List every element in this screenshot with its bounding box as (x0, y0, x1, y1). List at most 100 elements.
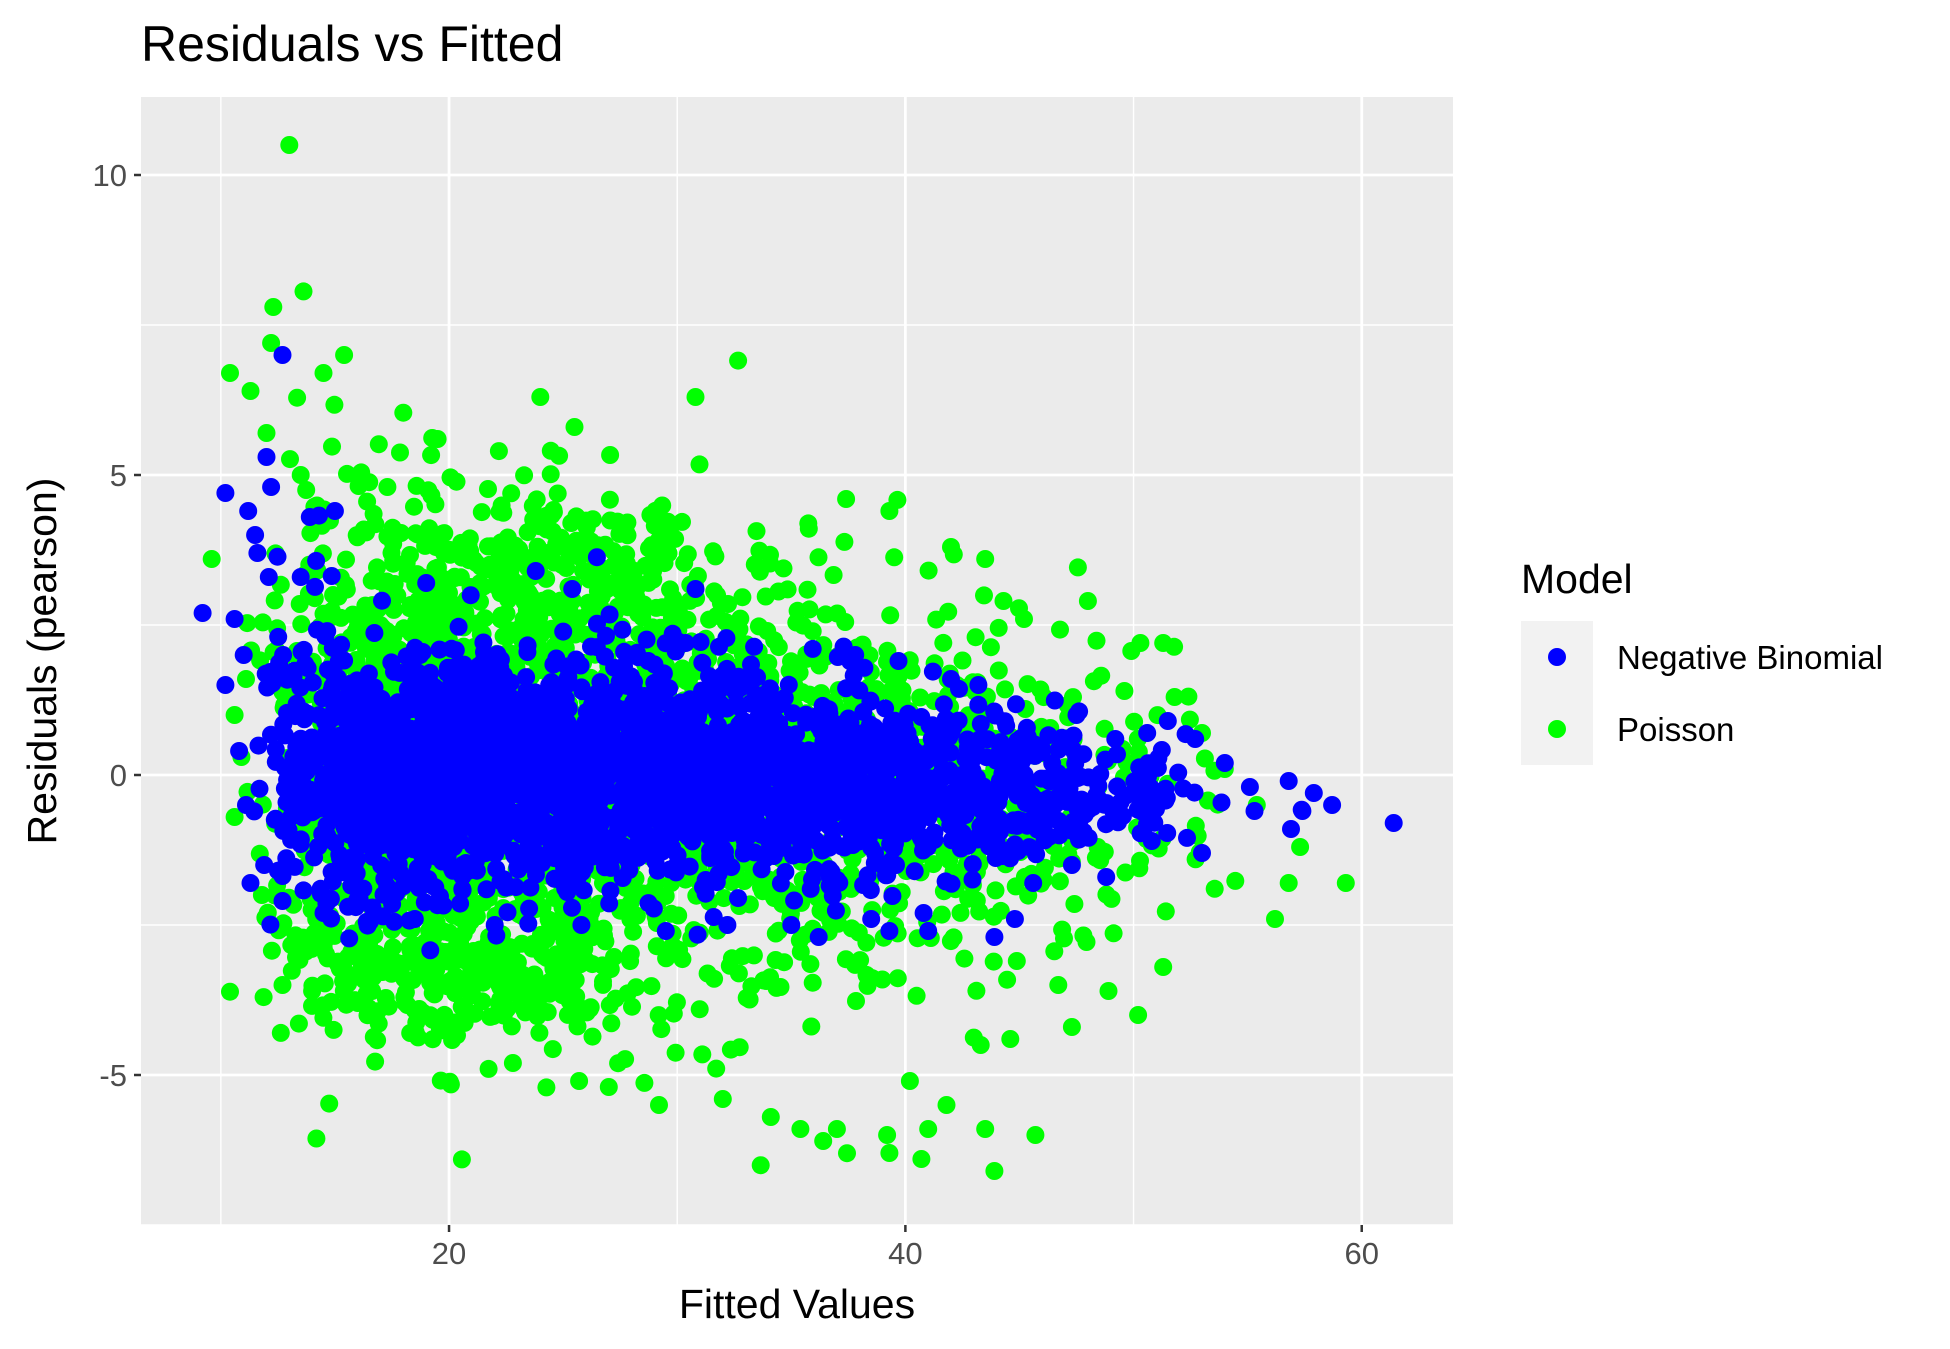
poisson-point (635, 1073, 654, 1092)
poisson-point (989, 618, 1008, 637)
poisson-point (1195, 749, 1214, 768)
poisson-point (428, 430, 447, 448)
poisson-point (479, 1059, 498, 1078)
negative-binomial-point (452, 733, 471, 752)
poisson-point (574, 536, 593, 554)
poisson-point (912, 1150, 931, 1168)
poisson-point (335, 346, 354, 364)
poisson-point (359, 952, 378, 971)
poisson-point (641, 505, 660, 524)
poisson-point (378, 478, 397, 496)
negative-binomial-point (663, 727, 682, 746)
negative-binomial-point (740, 670, 759, 689)
poisson-point (1336, 874, 1355, 892)
poisson-point (873, 970, 892, 989)
poisson-point (294, 282, 313, 301)
poisson-point (368, 1002, 387, 1021)
poisson-point (662, 904, 681, 923)
negative-binomial-point (393, 829, 412, 848)
poisson-point (1062, 1018, 1081, 1036)
poisson-point (645, 880, 663, 899)
negative-binomial-point (517, 668, 536, 687)
negative-binomial-point (476, 800, 495, 819)
poisson-point (537, 1078, 556, 1097)
poisson-point (280, 136, 299, 154)
poisson-point (307, 1129, 326, 1148)
negative-binomial-point (876, 699, 895, 718)
poisson-point (291, 466, 310, 484)
poisson-point (297, 481, 316, 499)
negative-binomial-point (420, 718, 439, 737)
poisson-point (1154, 634, 1173, 652)
negative-binomial-point (553, 704, 572, 723)
poisson-point (881, 606, 900, 625)
poisson-point (253, 613, 272, 632)
poisson-point (1049, 976, 1068, 994)
negative-binomial-point (454, 776, 473, 795)
poisson-point (562, 514, 581, 532)
poisson-point (241, 382, 260, 400)
negative-binomial-point (394, 877, 413, 896)
poisson-point (649, 1006, 668, 1025)
poisson-point (1116, 863, 1135, 882)
poisson-point (970, 902, 989, 921)
poisson-point (889, 682, 908, 701)
negative-binomial-point (540, 676, 559, 695)
poisson-point (531, 388, 550, 406)
poisson-point (354, 520, 373, 539)
poisson-point (604, 575, 623, 594)
poisson-point (705, 582, 724, 601)
poisson-point (456, 1000, 475, 1019)
negative-binomial-point (629, 721, 648, 739)
poisson-point (1045, 942, 1064, 961)
negative-binomial-point (519, 914, 538, 933)
poisson-point (955, 949, 974, 968)
poisson-point (530, 603, 549, 622)
poisson-point (257, 424, 276, 442)
poisson-point (369, 435, 388, 454)
negative-binomial-point (828, 648, 847, 666)
negative-binomial-point (551, 749, 570, 768)
poisson-point (996, 680, 1014, 699)
poisson-point (880, 502, 899, 520)
poisson-point (433, 524, 452, 543)
poisson-point (984, 952, 1003, 971)
poisson-point (809, 548, 828, 567)
negative-binomial-point (434, 896, 453, 915)
poisson-point (998, 970, 1017, 989)
negative-binomial-point (470, 658, 488, 677)
poisson-point (527, 490, 546, 509)
poisson-point (971, 1036, 990, 1054)
negative-binomial-point (729, 889, 748, 908)
negative-binomial-point (461, 702, 480, 721)
poisson-point (528, 1007, 547, 1026)
poisson-point (491, 978, 510, 997)
poisson-point (600, 490, 619, 509)
poisson-point (802, 1017, 821, 1036)
poisson-point (799, 519, 818, 538)
negative-binomial-point (727, 694, 746, 713)
poisson-point (323, 607, 342, 626)
poisson-point (1104, 924, 1123, 943)
poisson-point (435, 544, 453, 562)
poisson-point (543, 1040, 562, 1059)
poisson-point (599, 1078, 618, 1096)
poisson-point (706, 547, 725, 566)
poisson-point (408, 525, 427, 544)
poisson-point (305, 924, 324, 943)
poisson-point (1115, 682, 1134, 700)
poisson-point (360, 473, 379, 492)
poisson-point (803, 973, 822, 992)
poisson-point (888, 969, 907, 988)
poisson-point (348, 994, 367, 1012)
poisson-point (271, 1023, 290, 1042)
poisson-point (428, 558, 447, 577)
poisson-point (530, 1023, 549, 1042)
negative-binomial-point (720, 678, 739, 697)
negative-binomial-point (785, 891, 804, 910)
poisson-point (325, 395, 344, 414)
poisson-point (378, 527, 397, 546)
poisson-point (713, 1090, 732, 1108)
poisson-point (639, 573, 658, 592)
negative-binomial-point (451, 831, 469, 850)
